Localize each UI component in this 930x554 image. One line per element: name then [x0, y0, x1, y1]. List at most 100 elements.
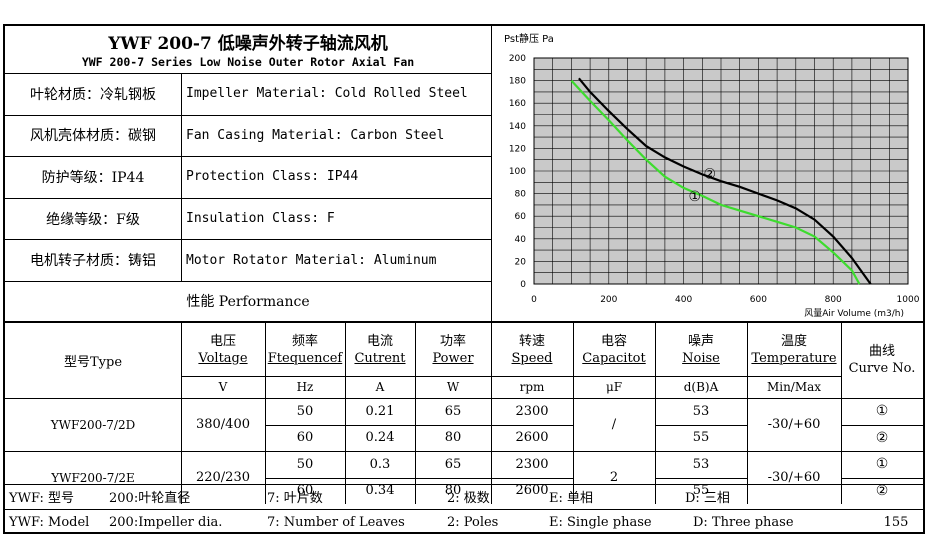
curve-0-1: ②: [875, 429, 889, 446]
legend-en-single: E: Single phase: [549, 514, 652, 530]
spec-en-0: Impeller Material: Cold Rolled Steel: [186, 86, 468, 102]
chart-svg: 0 20 40 60 80 100 120 140 160 180 200 0 200 400 600 800…: [504, 32, 920, 319]
header-cn-1: 电压: [209, 333, 236, 349]
legend-cn-leaves: 7: 叶片数: [267, 491, 323, 506]
y-tick-label: 100: [509, 167, 526, 177]
x-tick-label: 800: [825, 295, 842, 305]
spec-en-4: Motor Rotator Material: Aluminum: [186, 252, 437, 268]
header-col-2: 频率 Ftequencef: [265, 322, 345, 377]
series-line-1: [570, 79, 861, 285]
performance-label: 性能 Performance: [186, 294, 310, 310]
legend-cn-poles: 2: 极数: [447, 491, 490, 506]
y-tick-label: 160: [509, 99, 526, 109]
series-line-2: [578, 77, 872, 285]
speed-0-0: 2300: [515, 403, 549, 419]
current-0-1: 0.24: [365, 430, 395, 446]
noise-0-1: 55: [692, 430, 710, 446]
datasheet: YWF 200-7 低噪声外转子轴流风机 YWF 200-7 Series Lo…: [3, 24, 925, 534]
spec-en-1: Fan Casing Material: Carbon Steel: [186, 127, 445, 143]
header-en-4: Power: [432, 350, 474, 366]
power-0-1: 80: [444, 430, 462, 446]
header-cn-3: 电流: [366, 333, 393, 349]
y-tick-label: 60: [515, 212, 527, 222]
header-unit-1: V: [218, 380, 228, 394]
header-unit-8: Min/Max: [766, 380, 822, 394]
x-tick-label: 200: [600, 295, 617, 305]
header-cn-2: 频率: [291, 333, 318, 349]
header-unit-4: W: [446, 380, 460, 394]
header-col-5: 转速 Speed: [491, 322, 573, 377]
header-unit-2: Hz: [296, 380, 314, 394]
header-en-6: Capacitot: [582, 350, 646, 366]
header-cn-6: 电容: [600, 333, 627, 349]
series-label-1: ①: [689, 189, 702, 205]
y-tick-label: 80: [515, 190, 527, 200]
spec-cn-2: 防护等级：IP44: [41, 169, 145, 186]
curve-1-0: ①: [875, 456, 889, 473]
current-0-0: 0.21: [365, 403, 395, 419]
x-tick-label: 600: [750, 295, 767, 305]
freq-1-1: 60: [296, 483, 314, 499]
x-tick-label: 0: [531, 295, 537, 305]
header-col-7: 噪声 Noise: [655, 322, 747, 377]
legend-en-three: D: Three phase: [693, 514, 794, 530]
freq-1-0: 50: [296, 456, 314, 472]
header-col-4: 功率 Power: [415, 322, 491, 377]
y-tick-label: 40: [515, 235, 527, 245]
legend-cn-model: YWF: 型号: [9, 491, 75, 506]
spec-cn-0: 叶轮材质：冷轧钢板: [30, 86, 156, 103]
legend-cn-single: E: 单相: [549, 491, 594, 506]
spec-en-2: Protection Class: IP44: [186, 169, 359, 185]
header-curve: 曲线 Curve No.: [841, 322, 923, 398]
model-voltage-0: 380/400: [195, 417, 250, 432]
header-unit-7: d(B)A: [683, 380, 719, 394]
header-en-1: Voltage: [198, 350, 248, 366]
header-col-3: 电流 Cutrent: [345, 322, 415, 377]
legend-cn-three: D: 三相: [685, 491, 730, 506]
spec-en-3: Insulation Class: F: [186, 211, 335, 227]
x-axis-label: 风量Air Volume (m3/h): [804, 308, 904, 319]
freq-0-1: 60: [296, 430, 314, 446]
legend-en-leaves: 7: Number of Leaves: [267, 514, 405, 530]
header-col-6: 电容 Capacitot: [573, 322, 655, 377]
model-voltage-1: 220/230: [195, 470, 250, 485]
x-tick-label: 400: [675, 295, 692, 305]
y-tick-label: 20: [515, 257, 527, 267]
spec-cn-4: 电机转子材质：铸铝: [30, 253, 156, 270]
header-en-5: Speed: [511, 350, 553, 366]
header-cn-4: 功率: [439, 333, 466, 349]
header-col-1: 电压 Voltage: [181, 322, 265, 377]
spec-cn-3: 绝缘等级：F级: [46, 211, 140, 228]
curve-1-1: ②: [875, 482, 889, 499]
title-cn: YWF 200-7 低噪声外转子轴流风机: [108, 33, 388, 53]
header-en-8: Temperature: [751, 350, 837, 366]
noise-1-1: 55: [692, 483, 710, 499]
model-capacitor-0: /: [611, 417, 617, 432]
header-cn-8: 温度: [780, 333, 807, 349]
legend-cn-dia: 200:叶轮直径: [109, 491, 191, 506]
header-unit-5: rpm: [519, 380, 545, 394]
freq-0-0: 50: [296, 403, 314, 419]
speed-0-1: 2600: [515, 430, 549, 446]
model-type-0: YWF200-7/2D: [50, 417, 136, 432]
y-axis-label: Pst静压 Pa: [504, 32, 554, 45]
header-col-8: 温度 Temperature: [747, 322, 841, 377]
model-temperature-1: -30/+60: [767, 470, 821, 485]
y-tick-label: 180: [509, 77, 526, 87]
curve-0-0: ①: [875, 403, 889, 420]
model-temperature-0: -30/+60: [767, 417, 821, 432]
page-number: 155: [883, 514, 909, 530]
x-tick-label: 1000: [897, 295, 920, 305]
header-cn-7: 噪声: [687, 333, 714, 349]
legend-en-poles: 2: Poles: [447, 514, 499, 530]
title-en: YWF 200-7 Series Low Noise Outer Rotor A…: [81, 55, 415, 69]
y-tick-label: 0: [520, 280, 526, 290]
y-tick-label: 140: [509, 122, 526, 132]
power-0-0: 65: [444, 403, 462, 419]
series-label-2: ②: [703, 166, 716, 182]
header-type: 型号Type: [63, 354, 123, 370]
header-en-3: Cutrent: [354, 350, 406, 366]
current-1-1: 0.34: [365, 483, 395, 499]
power-1-0: 65: [444, 456, 462, 472]
power-1-1: 80: [444, 483, 462, 499]
